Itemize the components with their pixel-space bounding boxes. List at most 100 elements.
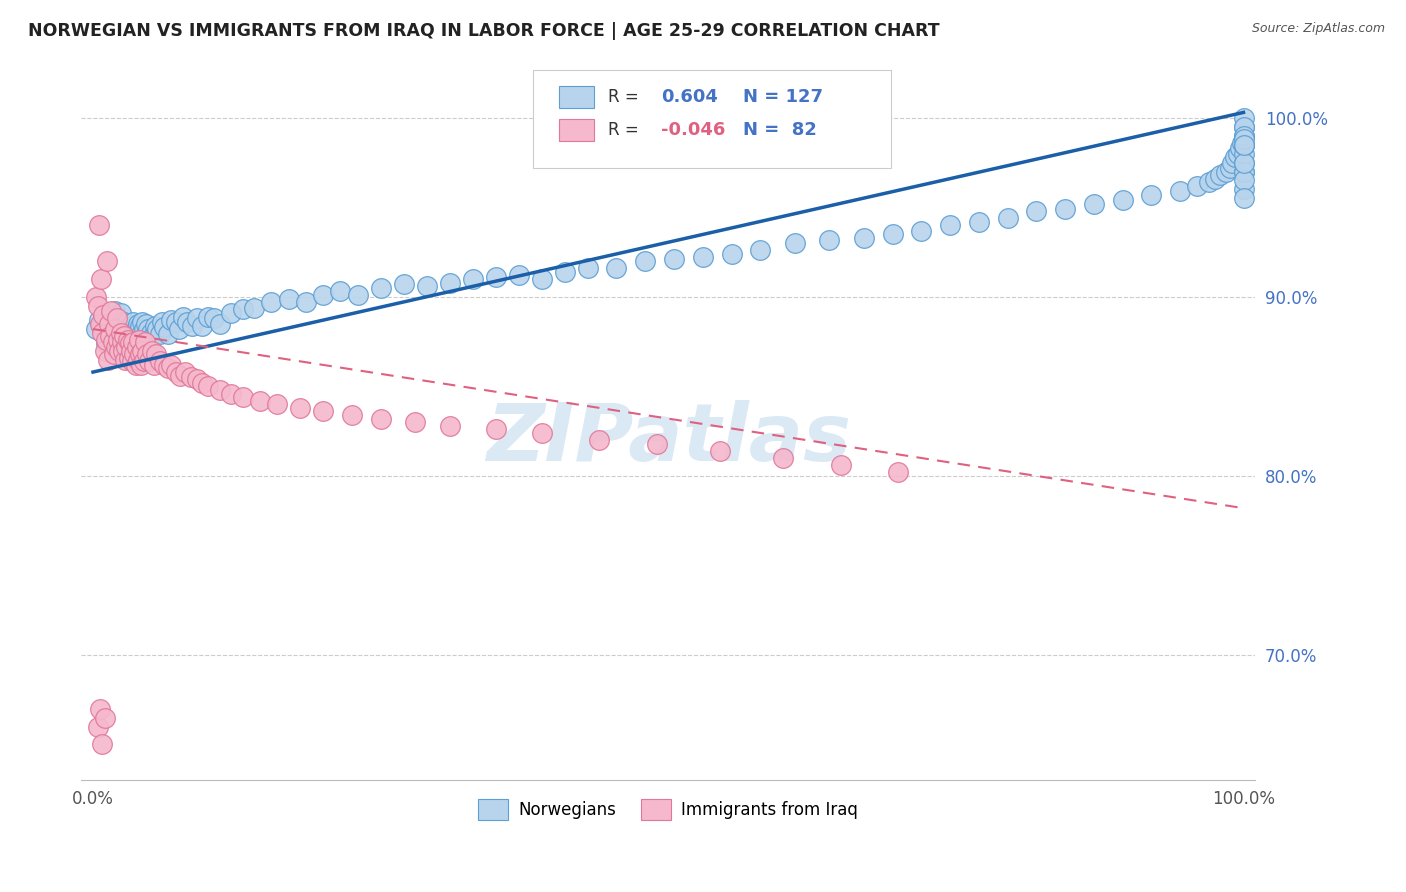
Point: [312, 404, 335, 418]
Point: [1232, 155, 1254, 169]
Point: [100, 304, 122, 318]
Point: [115, 326, 138, 340]
Point: [1219, 161, 1241, 175]
Point: [117, 322, 139, 336]
Point: [86, 720, 108, 734]
FancyBboxPatch shape: [560, 87, 595, 108]
Point: [122, 334, 145, 349]
Point: [174, 365, 197, 379]
Point: [114, 352, 136, 367]
Point: [98, 329, 121, 343]
Point: [131, 358, 153, 372]
Point: [131, 343, 153, 358]
Point: [153, 320, 176, 334]
Point: [93, 711, 115, 725]
Text: R =: R =: [609, 88, 640, 106]
Point: [169, 322, 191, 336]
Point: [136, 347, 159, 361]
Point: [508, 268, 530, 283]
Point: [112, 315, 135, 329]
Point: [1226, 146, 1249, 161]
Text: N = 127: N = 127: [744, 88, 824, 106]
Point: [115, 340, 138, 354]
Point: [1232, 137, 1254, 152]
Point: [121, 331, 143, 345]
Point: [103, 327, 125, 342]
Point: [1232, 128, 1254, 143]
FancyBboxPatch shape: [560, 119, 595, 141]
Point: [1198, 175, 1220, 189]
Text: -0.046: -0.046: [661, 120, 725, 139]
Point: [107, 311, 129, 326]
Point: [404, 415, 426, 429]
Text: ZIPatlas: ZIPatlas: [485, 401, 851, 478]
Point: [87, 219, 110, 233]
Point: [131, 327, 153, 342]
Point: [288, 401, 311, 415]
Point: [197, 310, 219, 324]
Point: [439, 418, 461, 433]
Point: [156, 361, 179, 376]
Point: [165, 365, 187, 379]
Point: [94, 333, 117, 347]
Point: [530, 272, 553, 286]
FancyBboxPatch shape: [533, 70, 891, 168]
Point: [138, 354, 160, 368]
Point: [114, 336, 136, 351]
Point: [141, 343, 163, 358]
Point: [1168, 184, 1191, 198]
Point: [295, 295, 318, 310]
Point: [134, 334, 156, 349]
Point: [277, 292, 299, 306]
Point: [105, 318, 128, 333]
Point: [110, 326, 132, 340]
Point: [118, 336, 141, 351]
Point: [120, 343, 142, 358]
Point: [111, 343, 134, 358]
Point: [370, 281, 392, 295]
Point: [1232, 111, 1254, 125]
Point: [1112, 193, 1135, 207]
Legend: Norwegians, Immigrants from Iraq: Norwegians, Immigrants from Iraq: [471, 793, 865, 826]
Point: [131, 315, 153, 329]
Point: [818, 233, 841, 247]
Point: [1232, 146, 1254, 161]
Text: NORWEGIAN VS IMMIGRANTS FROM IRAQ IN LABOR FORCE | AGE 25-29 CORRELATION CHART: NORWEGIAN VS IMMIGRANTS FROM IRAQ IN LAB…: [28, 22, 939, 40]
Point: [1054, 202, 1077, 216]
Point: [86, 299, 108, 313]
Point: [108, 343, 131, 358]
Point: [692, 251, 714, 265]
Point: [720, 247, 742, 261]
Point: [124, 322, 146, 336]
Point: [645, 436, 668, 450]
Point: [576, 261, 599, 276]
Point: [219, 306, 242, 320]
Point: [165, 315, 187, 329]
Point: [1220, 155, 1243, 169]
Point: [605, 261, 627, 276]
Point: [340, 408, 363, 422]
Point: [98, 326, 121, 340]
Point: [111, 318, 134, 333]
Point: [143, 318, 166, 333]
Point: [1232, 164, 1254, 178]
Point: [118, 334, 141, 349]
Point: [588, 433, 610, 447]
Point: [1232, 120, 1254, 134]
Point: [103, 347, 125, 361]
Point: [181, 318, 204, 333]
Point: [1229, 141, 1251, 155]
Point: [243, 301, 266, 315]
Point: [105, 340, 128, 354]
Point: [1232, 137, 1254, 152]
Point: [232, 390, 254, 404]
Point: [127, 317, 149, 331]
Point: [149, 354, 172, 368]
Point: [1232, 120, 1254, 134]
Point: [143, 358, 166, 372]
Point: [852, 231, 875, 245]
Point: [96, 254, 118, 268]
Point: [176, 315, 198, 329]
Point: [530, 425, 553, 440]
Point: [117, 333, 139, 347]
